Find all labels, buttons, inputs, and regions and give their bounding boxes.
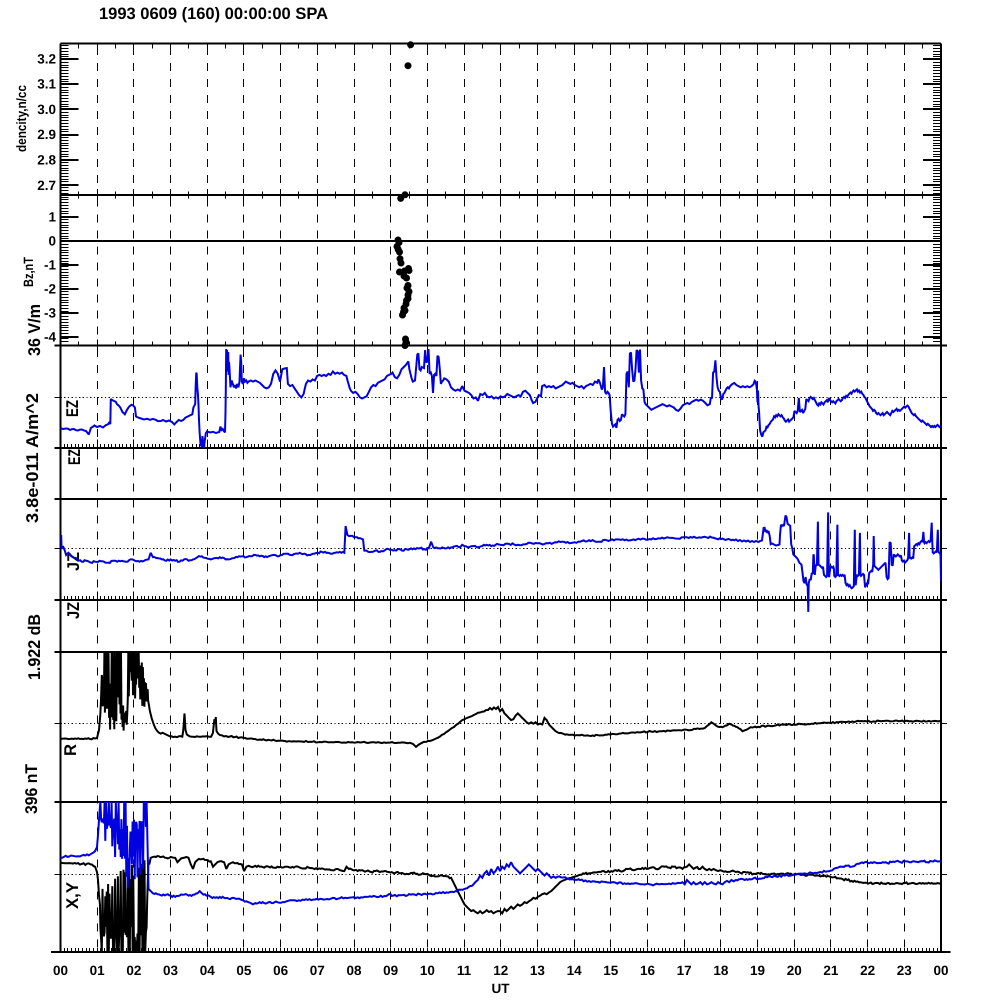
svg-text:0: 0: [48, 234, 56, 249]
svg-text:-3: -3: [44, 306, 56, 321]
svg-text:10: 10: [420, 963, 435, 978]
svg-text:UT: UT: [492, 981, 511, 996]
svg-text:07: 07: [310, 963, 325, 978]
svg-text:R: R: [61, 744, 80, 756]
svg-text:04: 04: [200, 963, 216, 978]
svg-text:X,Y: X,Y: [63, 881, 82, 909]
svg-text:01: 01: [90, 963, 106, 978]
svg-text:14: 14: [567, 963, 583, 978]
svg-text:3.0: 3.0: [37, 102, 56, 117]
svg-text:2.7: 2.7: [37, 178, 56, 193]
svg-text:3.8e-011 A/m^2: 3.8e-011 A/m^2: [23, 393, 42, 523]
svg-text:09: 09: [383, 963, 398, 978]
svg-text:05: 05: [236, 963, 252, 978]
svg-text:18: 18: [713, 963, 729, 978]
svg-text:396 nT: 396 nT: [22, 763, 41, 814]
svg-text:JZ: JZ: [64, 602, 83, 619]
svg-text:2.8: 2.8: [37, 153, 56, 168]
svg-text:00: 00: [933, 963, 948, 978]
svg-text:12: 12: [493, 963, 508, 978]
svg-text:13: 13: [530, 963, 546, 978]
svg-text:19: 19: [750, 963, 765, 978]
svg-text:16: 16: [640, 963, 656, 978]
svg-text:02: 02: [126, 963, 141, 978]
svg-text:15: 15: [603, 963, 619, 978]
svg-text:1.922 dB: 1.922 dB: [25, 614, 44, 680]
svg-text:1: 1: [48, 209, 56, 224]
svg-text:06: 06: [273, 963, 289, 978]
svg-text:2.9: 2.9: [37, 127, 56, 142]
svg-text:22: 22: [860, 963, 875, 978]
svg-text:EZ: EZ: [65, 449, 84, 465]
svg-text:21: 21: [823, 963, 839, 978]
svg-text:EZ: EZ: [63, 400, 82, 417]
svg-text:JZ: JZ: [64, 552, 83, 571]
svg-text:3.1: 3.1: [37, 77, 56, 92]
svg-text:-4: -4: [44, 330, 56, 345]
svg-text:08: 08: [346, 963, 362, 978]
svg-text:23: 23: [897, 963, 913, 978]
svg-text:dencity,n/cc: dencity,n/cc: [14, 85, 29, 152]
svg-text:1993 0609 (160) 00:00:00 SPA: 1993 0609 (160) 00:00:00 SPA: [99, 5, 328, 23]
svg-text:20: 20: [787, 963, 802, 978]
svg-text:03: 03: [163, 963, 179, 978]
svg-text:00: 00: [53, 963, 68, 978]
svg-text:17: 17: [677, 963, 692, 978]
svg-text:3.2: 3.2: [37, 51, 56, 66]
svg-text:36 V/m: 36 V/m: [25, 304, 44, 356]
svg-text:Bz,nT: Bz,nT: [21, 256, 36, 287]
svg-text:11: 11: [457, 963, 472, 978]
svg-text:-2: -2: [44, 282, 56, 297]
svg-text:-1: -1: [44, 258, 56, 273]
